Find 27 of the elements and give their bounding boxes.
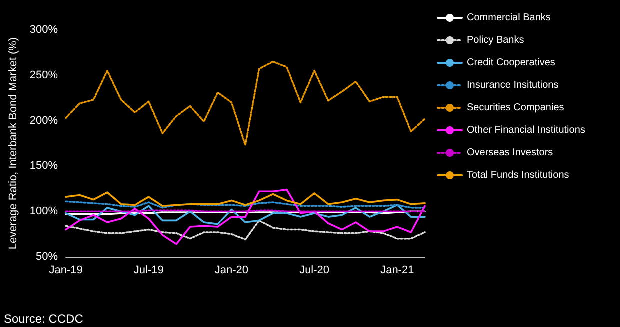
y-tick-label: 50%	[36, 251, 58, 263]
legend-label: Total Funds Institutions	[467, 170, 570, 181]
line-series	[65, 60, 426, 146]
x-tick-label: Jul-20	[300, 264, 330, 276]
y-tick-label: 150%	[30, 160, 58, 172]
y-tick-label: 300%	[30, 24, 58, 36]
y-axis-title: Leverage Ratio, Interbank Bond Market (%)	[8, 37, 20, 250]
y-tick-label: 100%	[30, 206, 58, 218]
x-tick-label: Jan-21	[380, 264, 414, 276]
line-series	[65, 188, 426, 246]
legend-label: Securities Companies	[467, 102, 564, 114]
x-tick-label: Jan-20	[214, 264, 249, 276]
legend-label: Overseas Investors	[467, 148, 554, 158]
line-series	[65, 200, 426, 209]
line-series	[65, 192, 426, 208]
y-tick-label: 250%	[30, 69, 58, 82]
y-tick-label: 200%	[30, 114, 58, 127]
line-series	[65, 220, 426, 241]
x-tick-label: Jul-19	[134, 264, 164, 276]
legend-label: Credit Cooperatives	[467, 58, 556, 68]
legend-label: Policy Banks	[467, 35, 524, 46]
source-note: Source: CCDC	[4, 312, 84, 326]
legend-label: Other Financial Institutions	[467, 125, 586, 136]
legend-label: Insurance Insitutions	[467, 80, 559, 91]
x-tick-label: Jan-19	[49, 264, 83, 276]
legend-label: Commercial Banks	[467, 12, 551, 24]
line-series	[65, 204, 426, 226]
